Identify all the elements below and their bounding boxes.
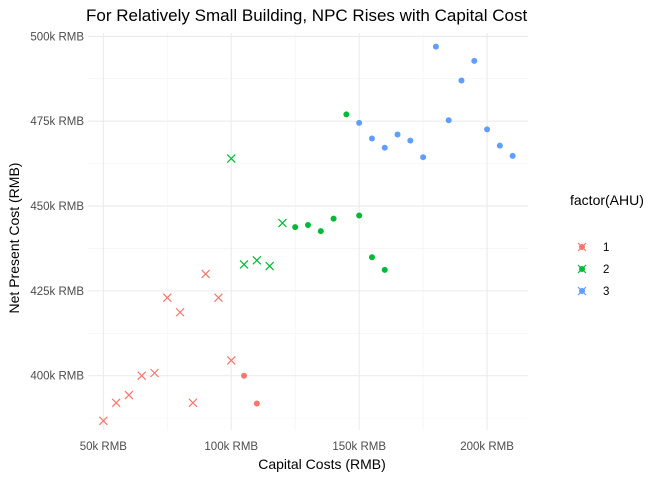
data-points: [98, 43, 516, 426]
x-tick-label: 150k RMB: [332, 441, 386, 453]
data-point-ahu-3: [394, 131, 401, 138]
data-point-ahu-2: [277, 218, 287, 228]
legend-label-1: 1: [603, 242, 609, 254]
data-point-ahu-2: [305, 222, 311, 229]
data-point-ahu-1: [201, 269, 211, 279]
y-tick-label: 475k RMB: [30, 116, 84, 128]
data-point-ahu-2: [381, 266, 388, 273]
x-axis-title: Capital Costs (RMB): [258, 456, 386, 472]
data-point-ahu-3: [407, 137, 414, 144]
legend-cross-mark: [577, 286, 587, 296]
data-point-ahu-1: [98, 416, 108, 426]
data-point-ahu-3: [471, 57, 478, 64]
x-tick-label: 200k RMB: [460, 441, 514, 453]
legend-title: factor(AHU): [570, 192, 644, 208]
grid-lines: [88, 33, 528, 430]
data-point-ahu-1: [226, 356, 236, 365]
data-point-ahu-1: [111, 398, 121, 408]
data-point-ahu-1: [137, 371, 147, 381]
legend-cross-mark: [577, 242, 587, 252]
y-tick-label: 425k RMB: [30, 286, 84, 298]
y-tick-label: 400k RMB: [30, 371, 84, 383]
legend-label-2: 2: [603, 264, 609, 276]
data-point-ahu-3: [432, 43, 439, 50]
data-point-ahu-1: [162, 293, 172, 303]
data-point-ahu-1: [150, 368, 159, 378]
x-tick-label: 100k RMB: [204, 441, 258, 453]
legend: factor(AHU) 1 2 3: [570, 192, 644, 298]
y-axis-title: Net Present Cost (RMB): [6, 163, 22, 314]
legend-cross-mark: [577, 264, 587, 274]
data-point-ahu-2: [265, 261, 275, 271]
data-point-ahu-2: [343, 111, 350, 118]
data-point-ahu-1: [188, 398, 198, 408]
data-point-ahu-3: [458, 77, 465, 84]
legend-label-3: 3: [603, 286, 609, 298]
data-point-ahu-3: [445, 117, 452, 124]
data-point-ahu-1: [241, 372, 248, 379]
data-point-ahu-3: [509, 152, 516, 159]
data-point-ahu-2: [330, 215, 337, 222]
data-point-ahu-2: [368, 254, 375, 261]
data-point-ahu-2: [226, 154, 236, 163]
data-point-ahu-1: [253, 400, 260, 407]
data-point-ahu-3: [484, 126, 491, 133]
legend-key-1: [577, 242, 587, 252]
chart-title: For Relatively Small Building, NPC Rises…: [86, 6, 527, 25]
x-axis-ticks: 50k RMB 100k RMB 150k RMB 200k RMB: [80, 441, 515, 453]
data-point-ahu-2: [252, 255, 262, 265]
data-point-ahu-3: [381, 144, 388, 151]
data-point-ahu-2: [239, 259, 249, 269]
data-point-ahu-2: [292, 224, 299, 231]
data-point-ahu-1: [175, 307, 185, 317]
legend-key-2: [577, 264, 587, 274]
data-point-ahu-2: [317, 228, 324, 235]
data-point-ahu-3: [368, 135, 375, 142]
data-point-ahu-3: [356, 119, 363, 126]
data-point-ahu-2: [356, 212, 363, 219]
data-point-ahu-3: [496, 142, 503, 149]
x-tick-label: 50k RMB: [80, 441, 128, 453]
data-point-ahu-3: [420, 154, 427, 161]
data-point-ahu-1: [214, 293, 223, 303]
legend-key-3: [577, 286, 587, 296]
y-tick-label: 450k RMB: [30, 201, 84, 213]
data-point-ahu-1: [124, 390, 134, 400]
y-tick-label: 500k RMB: [30, 31, 84, 43]
y-axis-ticks: 400k RMB 425k RMB 450k RMB 475k RMB 500k RMB: [30, 31, 84, 382]
